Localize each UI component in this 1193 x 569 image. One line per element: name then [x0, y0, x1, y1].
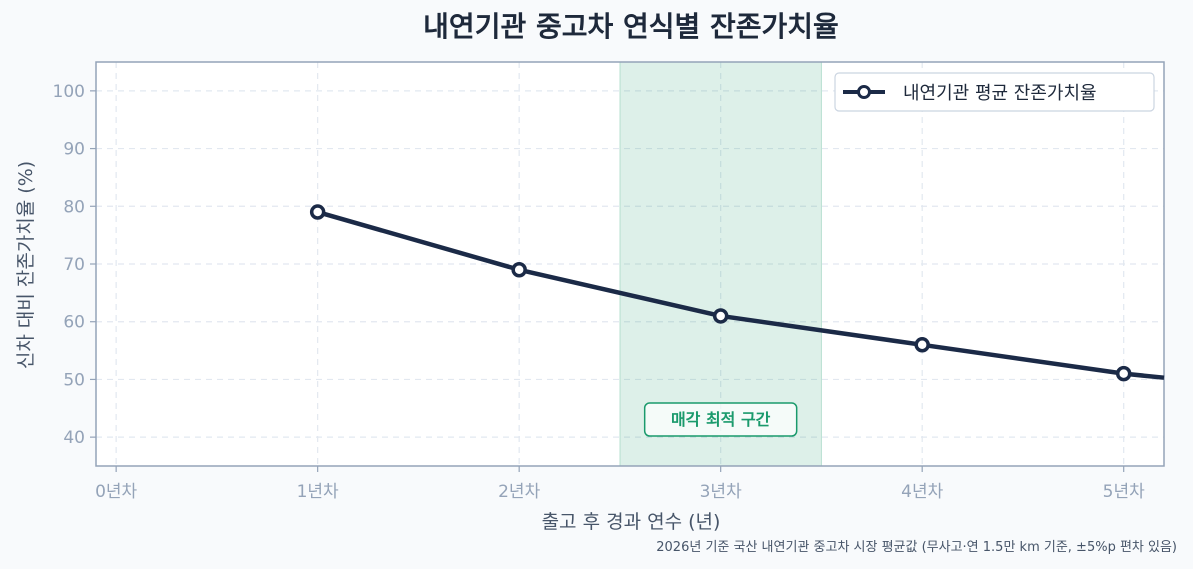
data-point: [1115, 365, 1132, 382]
band-label-box: [643, 402, 798, 437]
data-point: [914, 337, 930, 353]
legend-label: 내연기관 평균 잔존가치율: [903, 83, 1097, 104]
x-tick-label: 2년차: [498, 482, 540, 502]
band-label: 매각 최적 구간: [671, 410, 771, 429]
y-tick-label: 70: [63, 255, 85, 275]
x-tick-label: 5년차: [1103, 482, 1145, 502]
y-tick-label: 60: [63, 313, 85, 333]
data-point: [309, 204, 326, 220]
y-tick-label: 50: [63, 370, 85, 390]
y-tick-label: 40: [63, 428, 85, 448]
axis-ticks: 0년차 1년차 2년차 3년차 4년차 5년차 40 50 60 70 80 90 100: [53, 82, 1146, 502]
x-tick-label: 3년차: [700, 482, 742, 502]
data-point: [511, 262, 527, 278]
footnote: 2026년 기준 국산 내연기관 중고차 시장 평균값 (무사고·연 1.5만 …: [656, 540, 1177, 555]
grid-lines: [96, 62, 1164, 466]
y-axis-label: 신차 대비 잔존가치율 (%): [15, 161, 37, 369]
x-tick-label: 0년차: [95, 482, 137, 502]
y-tick-label: 90: [63, 140, 85, 160]
chart-title: 내연기관 중고차 연식별 잔존가치율: [423, 10, 839, 43]
y-tick-label: 100: [53, 82, 85, 102]
x-tick-label: 1년차: [297, 482, 339, 502]
y-tick-label: 80: [63, 197, 85, 217]
legend: 내연기관 평균 잔존가치율: [834, 72, 1155, 112]
legend-box: [834, 72, 1155, 112]
x-tick-label: 4년차: [901, 482, 943, 502]
series-layer: [309, 204, 1165, 382]
legend-marker: [857, 85, 871, 99]
data-point: [712, 308, 729, 324]
optimal-sale-band: [619, 61, 822, 467]
x-axis-label: 출고 후 경과 연수 (년): [542, 511, 721, 533]
